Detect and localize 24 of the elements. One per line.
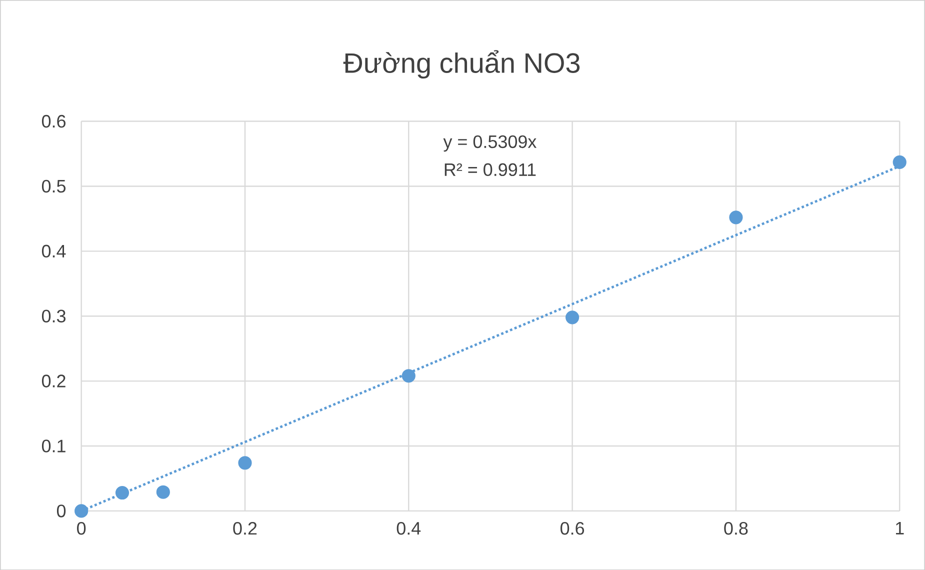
x-tick-label: 0 <box>77 522 86 535</box>
annotation: y = 0.5309x <box>443 135 537 152</box>
point <box>729 210 743 224</box>
annotation: R² = 0.9911 <box>444 163 536 176</box>
x-tick-label: 0.8 <box>724 522 748 535</box>
point <box>156 485 170 499</box>
point <box>115 486 130 500</box>
y-tick-label: 0 <box>56 504 66 518</box>
point <box>892 155 906 169</box>
x-tick-label: 0.2 <box>233 522 257 535</box>
point <box>402 368 416 383</box>
y-tick-label: 0.3 <box>42 310 66 322</box>
x-tick-label: 0.6 <box>560 522 584 535</box>
y-tick-label: 0.4 <box>42 244 66 258</box>
y-tick-label: 0.6 <box>42 114 66 128</box>
chart-title: Đường chuẩn NO3 <box>343 50 580 78</box>
y-tick-label: 0.1 <box>42 439 66 452</box>
point <box>238 456 252 470</box>
x-tick-label: 1 <box>896 522 904 534</box>
point <box>566 310 580 324</box>
y-tick-label: 0.5 <box>42 180 66 192</box>
y-tick-label: 0.2 <box>42 374 66 388</box>
x-tick-label: 0.4 <box>396 522 421 535</box>
point <box>74 504 88 518</box>
